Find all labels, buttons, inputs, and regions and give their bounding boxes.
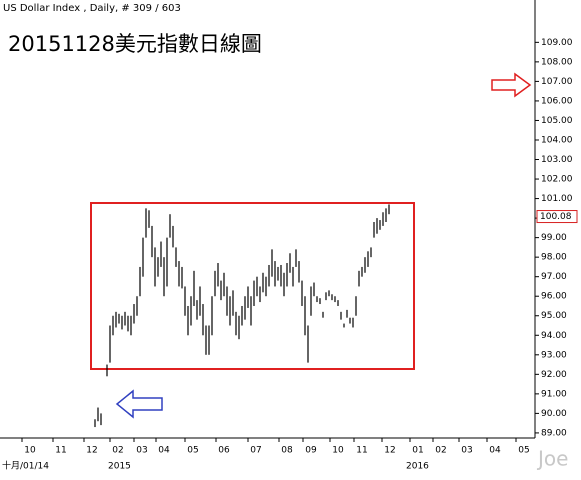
x-tick-label: 10 xyxy=(332,446,344,456)
x-tick-label: 12 xyxy=(86,446,97,456)
header: US Dollar Index , Daily, # 309 / 603 xyxy=(3,3,181,14)
y-tick-label: 89.00 xyxy=(541,428,567,438)
y-tick-label: 95.00 xyxy=(541,311,567,321)
y-tick-label: 108.00 xyxy=(541,57,573,67)
watermark: Joe xyxy=(536,447,568,471)
chart-title: 20151128美元指數日線圖 xyxy=(8,32,262,56)
year-label: 2015 xyxy=(108,462,131,472)
date-label: 十月/01/14 xyxy=(2,460,49,472)
x-tick-label: 02 xyxy=(435,446,446,456)
y-tick-label: 99.00 xyxy=(541,233,567,243)
y-tick-label: 96.00 xyxy=(541,292,567,302)
x-tick-label: 09 xyxy=(305,446,317,456)
y-tick-label: 102.00 xyxy=(541,175,573,185)
x-tick-label: 05 xyxy=(187,446,198,456)
x-tick-label: 03 xyxy=(136,446,147,456)
y-tick-label: 98.00 xyxy=(541,253,567,263)
y-tick-label: 94.00 xyxy=(541,331,567,341)
y-tick-label: 101.00 xyxy=(541,194,573,204)
y-tick-label: 91.00 xyxy=(541,389,567,399)
y-tick-label: 103.00 xyxy=(541,155,573,165)
x-tick-label: 11 xyxy=(55,446,66,456)
y-tick-label: 97.00 xyxy=(541,272,567,282)
x-tick-label: 04 xyxy=(489,446,501,456)
blue-arrow xyxy=(115,389,163,419)
last-price-box xyxy=(536,210,578,224)
y-tick-label: 107.00 xyxy=(541,77,573,87)
x-tick-label: 06 xyxy=(218,446,230,456)
x-tick-label: 03 xyxy=(461,446,472,456)
y-tick-label: 90.00 xyxy=(541,409,567,419)
y-tick-label: 106.00 xyxy=(541,96,573,106)
y-tick-label: 93.00 xyxy=(541,350,567,360)
year-label: 2016 xyxy=(406,462,429,472)
highlight-box xyxy=(90,202,415,370)
plot: 89.00 90.00 91.00 92.00 93.00 94.00 95.00 96.00… xyxy=(21,38,578,456)
x-tick-label: 04 xyxy=(158,446,170,456)
x-tick-label: 07 xyxy=(250,446,261,456)
y-tick-label: 105.00 xyxy=(541,116,573,126)
x-tick-label: 08 xyxy=(281,446,293,456)
y-tick-label: 92.00 xyxy=(541,370,567,380)
red-arrow xyxy=(491,72,532,98)
y-tick-label: 104.00 xyxy=(541,135,573,145)
x-tick-label: 11 xyxy=(356,446,367,456)
x-tick-label: 10 xyxy=(24,446,36,456)
y-tick-label: 109.00 xyxy=(541,38,573,48)
x-tick-label: 12 xyxy=(384,446,395,456)
x-tick-label: 05 xyxy=(518,446,529,456)
x-tick-label: 02 xyxy=(112,446,123,456)
x-tick-label: 01 xyxy=(412,446,423,456)
last-price-label: 100.08 xyxy=(540,212,572,222)
